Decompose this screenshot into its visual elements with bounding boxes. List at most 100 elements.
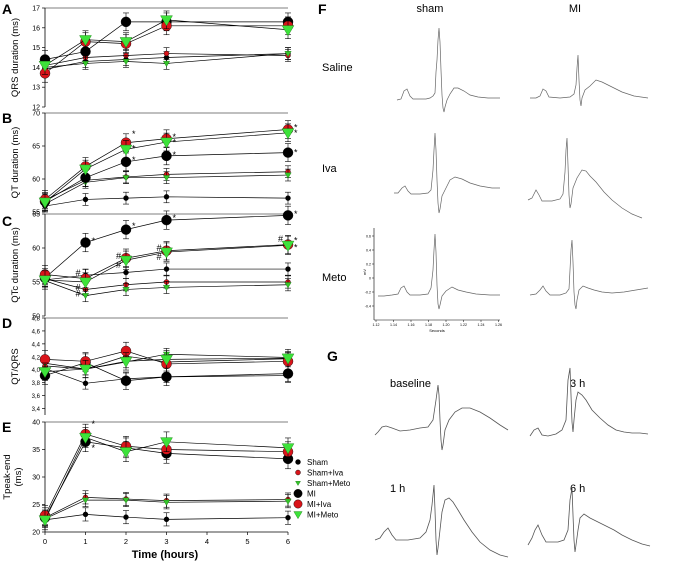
star-annotation: * <box>132 155 136 165</box>
star-annotation: * <box>294 209 298 219</box>
panel-letter-g: G <box>327 348 338 364</box>
data-point <box>163 266 170 272</box>
data-point <box>82 196 89 203</box>
data-point <box>122 59 130 66</box>
data-point <box>81 497 90 504</box>
panel-f: sham MI Saline Iva Meto 0.6 0.4 0.2 0 -0.2 -0… <box>322 3 649 333</box>
panel-letter-f: F <box>318 1 327 17</box>
data-point <box>160 137 173 149</box>
x-tick-label: 2 <box>124 537 128 546</box>
data-point <box>81 61 90 68</box>
data-point <box>122 175 130 182</box>
x-tick-label: 5 <box>245 537 249 546</box>
col-label-sham: sham <box>417 3 444 15</box>
legend-item-mi: MI <box>293 489 316 499</box>
row-label-saline: Saline <box>322 62 353 74</box>
y-tick-label: 35 <box>32 447 40 454</box>
star-annotation: * <box>132 144 136 154</box>
legend-item-sham: Sham <box>295 458 328 467</box>
data-point <box>281 128 295 140</box>
inset-x-label: Seconds <box>429 328 445 333</box>
legend-item-sham-meto: Sham+Meto <box>295 479 351 488</box>
data-point <box>123 514 129 520</box>
y-tick-label: 55 <box>32 280 40 287</box>
y-tick-label: 65 <box>32 144 40 151</box>
y-tick-label: 13 <box>32 85 40 92</box>
data-point <box>120 224 132 235</box>
data-point <box>284 172 292 179</box>
data-point <box>120 16 132 28</box>
y-axis-label: Tpeak-end(ms) <box>2 454 24 499</box>
data-point <box>281 25 295 37</box>
y-tick-label: 40 <box>32 420 40 427</box>
hash-annotation: # <box>76 282 81 292</box>
data-point <box>284 282 292 289</box>
x-tick-label: 3 <box>164 537 168 546</box>
data-point <box>285 266 291 272</box>
y-tick-label: 17 <box>32 6 40 13</box>
y-tick-label: 4,4 <box>32 342 41 348</box>
data-point <box>285 195 291 201</box>
data-point <box>163 194 170 200</box>
legend-item-mi-iva: MI+Iva <box>293 499 332 509</box>
y-tick-label: 4,8 <box>32 317 41 323</box>
g-label-3h: 3 h <box>570 378 585 390</box>
data-point <box>282 147 294 158</box>
inset-x-tick-label: 1.14 <box>390 323 397 327</box>
data-point <box>38 367 52 379</box>
row-label-iva: Iva <box>322 163 338 175</box>
legend-marker <box>295 469 301 476</box>
ecg-trace-baseline <box>374 384 509 451</box>
data-point <box>163 50 170 57</box>
data-point <box>119 356 133 368</box>
data-point <box>284 498 292 505</box>
y-tick-label: 4,0 <box>32 368 41 374</box>
hash-annotation: # <box>76 268 81 278</box>
y-tick-label: 60 <box>32 246 40 253</box>
data-point <box>119 255 133 267</box>
data-point <box>79 364 92 376</box>
inset-y-label: mV <box>362 269 367 275</box>
data-point <box>120 375 132 386</box>
x-tick-label: 4 <box>205 537 209 546</box>
y-axis-label: QT duration (ms) <box>10 127 21 199</box>
ecg-trace-sham-meto <box>378 233 500 310</box>
data-point <box>79 35 92 47</box>
inset-y-tick-label: 0.6 <box>366 235 371 239</box>
legend-marker <box>293 511 303 520</box>
ecg-trace-sham-saline <box>396 27 500 113</box>
panel-letter-d: D <box>2 315 12 331</box>
inset-x-tick-label: 1.18 <box>425 323 432 327</box>
data-point <box>119 144 133 156</box>
inset-x-tick-label: 1.24 <box>478 323 485 327</box>
star-annotation: * <box>132 129 136 139</box>
chart-panel-d: 3,4 3,6 3,8 4,0 4,2 4,4 4,6 4,8 QT/QRS <box>10 317 295 415</box>
star-annotation: * <box>92 419 96 429</box>
y-tick-label: 60 <box>32 177 40 184</box>
y-tick-label: 3,6 <box>32 394 41 400</box>
data-point <box>281 353 295 365</box>
col-label-mi: MI <box>569 3 581 15</box>
data-point <box>122 287 130 294</box>
chart-panel-e: 20 25 30 35 40 Tpeak-end(ms) * * 0 1 2 3 4 5 6 <box>2 419 295 546</box>
data-point <box>80 237 91 248</box>
data-point <box>119 447 133 459</box>
inset-x-tick-label: 1.26 <box>495 323 502 327</box>
data-point <box>161 150 172 162</box>
ecg-trace-1h <box>374 484 509 558</box>
legend-label: Sham <box>307 458 328 467</box>
star-annotation: * <box>294 242 298 252</box>
ecg-trace-6h <box>527 487 651 553</box>
inset-x-tick-label: 1.20 <box>443 323 450 327</box>
data-point <box>82 511 89 518</box>
data-point <box>38 515 52 527</box>
legend-marker <box>293 499 303 509</box>
data-point <box>160 247 173 259</box>
inset-y-tick-label: 0.2 <box>366 263 371 267</box>
data-point <box>82 380 89 387</box>
y-tick-label: 12 <box>32 105 40 112</box>
legend-marker <box>295 459 301 465</box>
data-point <box>160 15 173 27</box>
legend-marker <box>293 489 303 498</box>
